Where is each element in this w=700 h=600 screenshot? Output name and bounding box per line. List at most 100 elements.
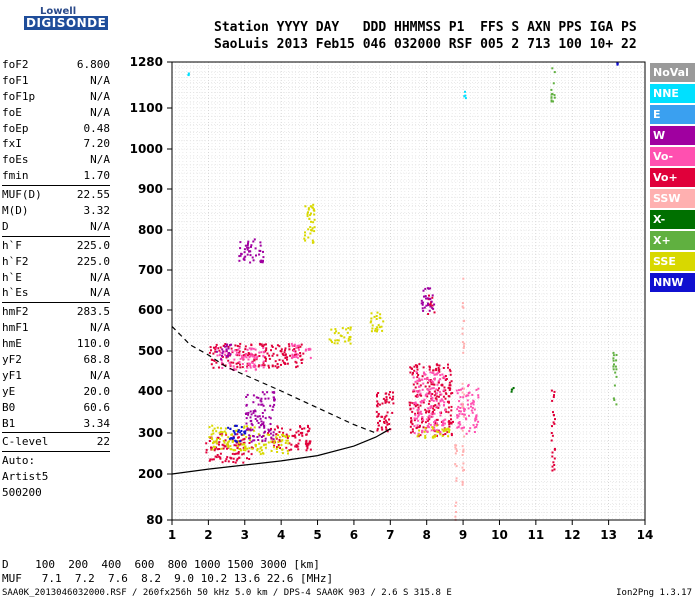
echo-point (333, 332, 336, 335)
echo-point (306, 445, 309, 448)
echo-point (288, 348, 291, 351)
echo-point (436, 364, 439, 367)
echo-point (277, 444, 280, 446)
echo-point (219, 351, 222, 354)
echo-point (295, 346, 298, 349)
echo-point (267, 432, 269, 435)
echo-point (461, 406, 464, 409)
echo-point (233, 453, 236, 456)
echo-point (412, 390, 415, 393)
echo-point (388, 418, 390, 421)
echo-point (295, 361, 298, 364)
echo-point (243, 426, 246, 429)
echo-point (309, 448, 312, 451)
y-tick-label: 1000 (130, 142, 163, 156)
param-name: yF1 (2, 368, 22, 382)
echo-point (613, 384, 616, 387)
echo-point (260, 343, 263, 346)
echo-point (304, 234, 306, 237)
echo-point (265, 349, 268, 352)
echo-point (471, 393, 474, 396)
echo-point (460, 427, 463, 430)
param-row: yE 20.0 (2, 384, 110, 400)
echo-point (257, 403, 260, 406)
echo-point (268, 354, 271, 357)
echo-point (245, 403, 248, 406)
echo-point (423, 377, 426, 380)
echo-point (425, 304, 428, 307)
echo-point (262, 350, 265, 353)
echo-point (236, 365, 239, 368)
param-row: h`E N/A (2, 270, 110, 286)
echo-point (551, 425, 553, 428)
echo-point (612, 368, 615, 371)
echo-point (374, 329, 377, 332)
echo-point (308, 427, 311, 430)
echo-point (272, 446, 275, 449)
echo-point (383, 422, 386, 424)
echo-point (226, 443, 229, 446)
echo-point (457, 415, 460, 418)
echo-point (229, 353, 232, 356)
echo-point (448, 384, 451, 387)
echo-point (231, 440, 234, 443)
echo-point (249, 410, 252, 413)
param-value: 68.8 (83, 353, 111, 367)
echo-point (428, 418, 431, 421)
echo-point (280, 444, 283, 446)
echo-point (550, 439, 553, 442)
echo-point (259, 417, 262, 420)
echo-point (236, 457, 239, 460)
echo-point (250, 347, 253, 350)
digisonde-logo: Lowell DIGISONDE (6, 6, 109, 46)
echo-point (428, 426, 431, 429)
echo-point (344, 340, 347, 343)
echo-point (231, 350, 234, 353)
echo-point (251, 424, 254, 427)
echo-point (462, 448, 465, 451)
echo-point (246, 427, 249, 430)
echo-point (432, 387, 435, 390)
echo-point (281, 433, 284, 436)
echo-point (461, 382, 464, 385)
echo-point (462, 469, 464, 472)
echo-point (215, 439, 218, 442)
echo-point (277, 434, 280, 437)
echo-point (249, 426, 252, 429)
echo-point (247, 411, 250, 414)
echo-point (235, 424, 238, 427)
echo-point (252, 347, 255, 350)
echo-point (240, 430, 243, 432)
echo-point (239, 247, 242, 250)
echo-point (416, 408, 419, 411)
echo-point (461, 429, 464, 432)
echo-point (430, 412, 433, 415)
echo-point (417, 385, 420, 388)
echo-point (410, 419, 413, 422)
echo-point (424, 421, 427, 424)
echo-point (429, 423, 432, 426)
echo-point (435, 418, 438, 421)
echo-point (454, 463, 457, 466)
echo-point (247, 240, 250, 243)
echo-point (230, 347, 233, 350)
param-name: h`E (2, 270, 22, 284)
param-name: foF1p (2, 89, 36, 103)
echo-point (287, 343, 290, 346)
param-row: h`F2 225.0 (2, 254, 110, 270)
echo-point (613, 399, 616, 401)
echo-points (187, 62, 619, 521)
echo-point (454, 505, 457, 507)
echo-point (463, 426, 465, 429)
echo-point (376, 415, 379, 418)
x-tick-label: 10 (491, 528, 508, 542)
echo-point (268, 434, 271, 436)
echo-point (306, 215, 309, 218)
echo-point (218, 455, 221, 458)
echo-point (239, 241, 242, 244)
echo-point (349, 336, 352, 338)
echo-point (259, 244, 262, 247)
x-tick-label: 1 (168, 528, 176, 542)
echo-point (377, 415, 380, 418)
